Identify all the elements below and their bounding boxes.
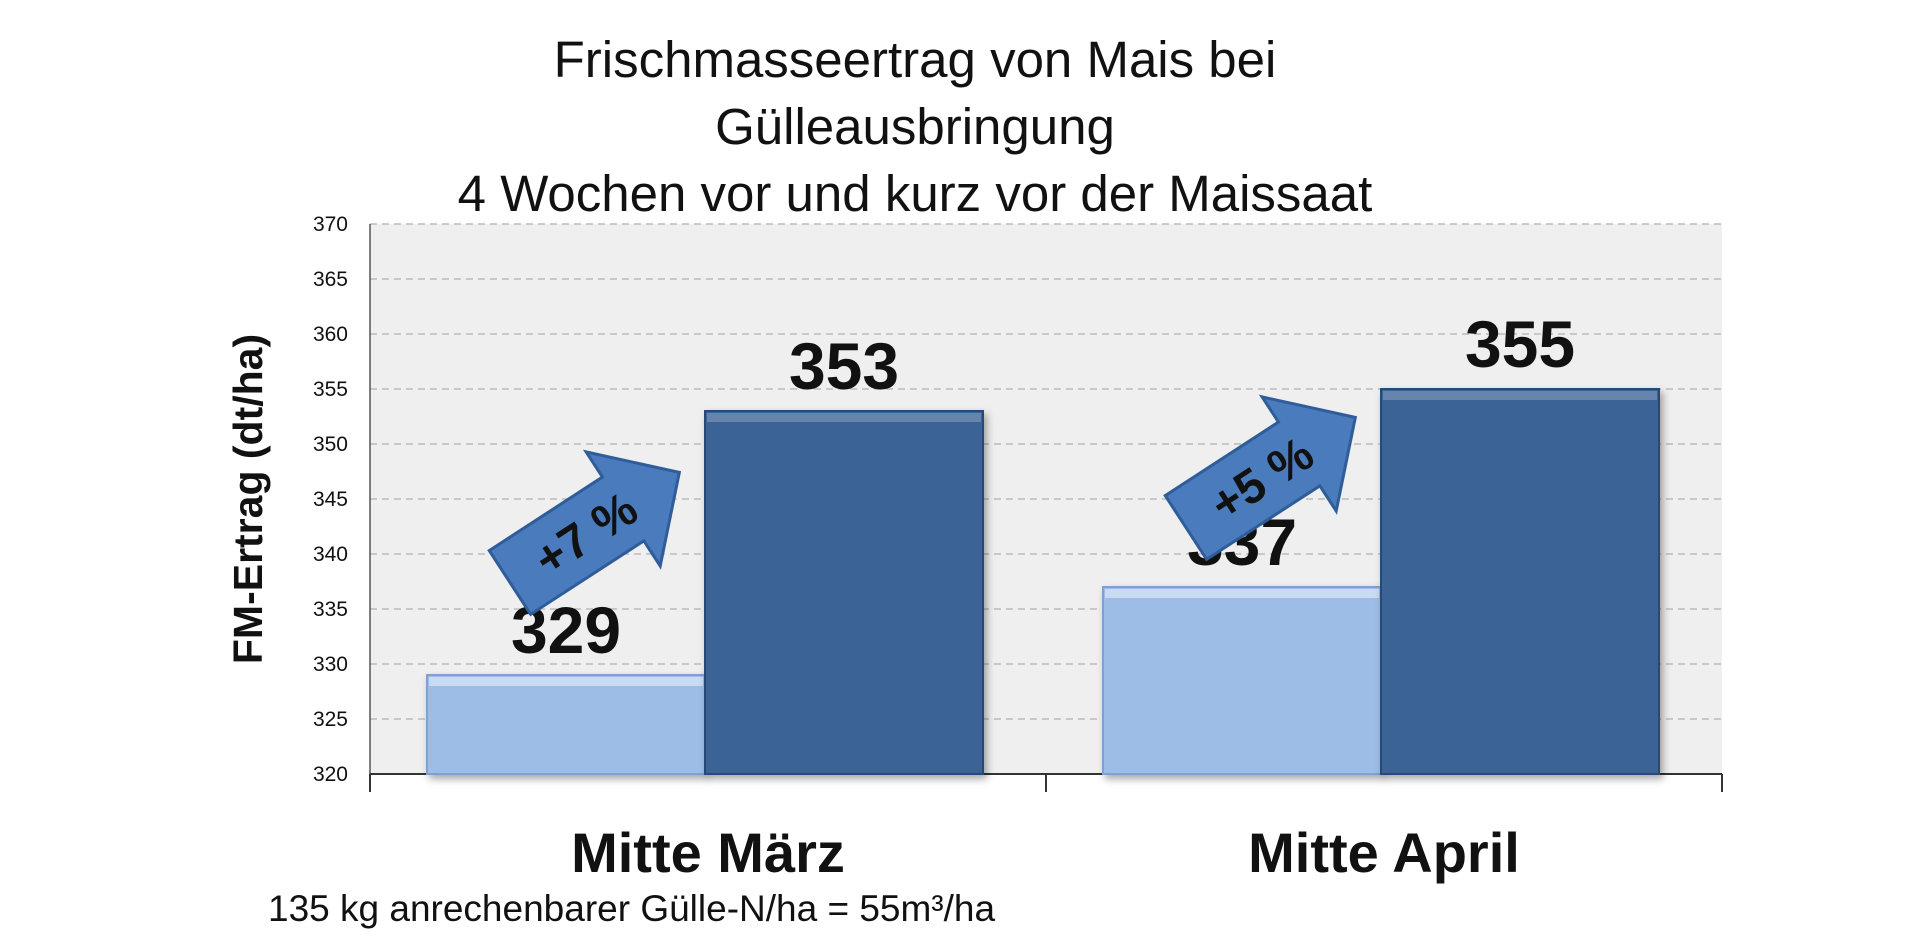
bar-bevel bbox=[429, 677, 703, 686]
y-tick-label: 335 bbox=[313, 598, 348, 621]
bar-bevel bbox=[707, 413, 981, 422]
annotation-arrow-group: +7 % bbox=[487, 449, 682, 617]
bar bbox=[1102, 586, 1382, 775]
y-tick-label: 340 bbox=[313, 543, 348, 566]
y-tick-label: 365 bbox=[313, 268, 348, 291]
data-label: 353 bbox=[789, 329, 899, 403]
chart-title-line-3: 4 Wochen vor und kurz vor der Maissaat bbox=[457, 165, 1373, 222]
bar bbox=[1380, 388, 1660, 775]
bar-bevel bbox=[1105, 589, 1379, 598]
bar bbox=[426, 674, 706, 775]
chart-footnote: 135 kg anrechenbarer Gülle-N/ha = 55m³/h… bbox=[268, 888, 996, 929]
bar bbox=[704, 410, 984, 775]
y-tick-label: 320 bbox=[313, 763, 348, 786]
x-tick-label: Mitte März bbox=[571, 821, 845, 884]
y-axis-label: FM-Ertrag (dt/ha) bbox=[225, 334, 271, 664]
y-tick-label: 355 bbox=[313, 378, 348, 401]
annotation-arrow bbox=[1163, 394, 1358, 562]
x-tick-label: Mitte April bbox=[1248, 821, 1520, 884]
y-tick-label: 350 bbox=[313, 433, 348, 456]
y-tick-label: 330 bbox=[313, 653, 348, 676]
y-tick-label: 370 bbox=[313, 213, 348, 236]
chart-title-line-1: Frischmasseertrag von Mais bei bbox=[553, 31, 1277, 88]
data-label: 355 bbox=[1465, 307, 1575, 381]
annotation-arrow bbox=[487, 449, 682, 617]
y-tick-label: 360 bbox=[313, 323, 348, 346]
chart-title-line-2: Gülleausbringung bbox=[715, 98, 1115, 155]
bar-bevel bbox=[1383, 391, 1657, 400]
y-tick-label: 325 bbox=[313, 708, 348, 731]
y-tick-label: 345 bbox=[313, 488, 348, 511]
